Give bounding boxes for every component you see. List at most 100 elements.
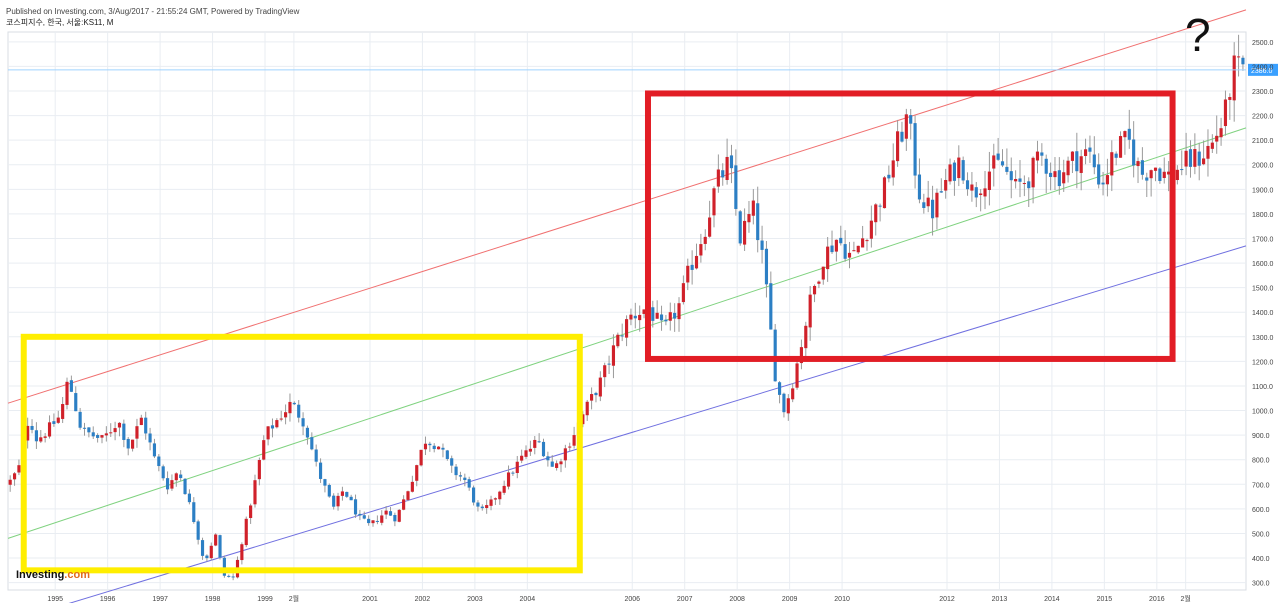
candle-body: [1049, 172, 1053, 177]
candle-body: [624, 319, 629, 338]
candle-body: [1070, 151, 1075, 161]
candle-body: [187, 493, 191, 503]
x-tick-label: 1996: [100, 596, 116, 603]
candle-body: [629, 314, 633, 320]
y-tick-label: 1400.0: [1252, 310, 1274, 317]
candle-body: [773, 329, 777, 382]
candle-body: [39, 437, 43, 442]
candle-body: [284, 412, 288, 418]
candle-body: [922, 202, 926, 208]
candle-body: [550, 461, 554, 467]
candle-body: [249, 505, 253, 518]
symbol-label: 코스피지수, 한국, 서울:KS11, M: [6, 18, 114, 27]
candle-body: [812, 285, 817, 295]
question-mark-annotation: ?: [1185, 9, 1211, 61]
candle-body: [454, 466, 458, 476]
candle-body: [415, 465, 419, 481]
candle-body: [1197, 151, 1201, 166]
candle-body: [157, 456, 161, 467]
candle-body: [91, 432, 95, 437]
candle-body: [694, 255, 699, 269]
candle-body: [1236, 56, 1241, 58]
candle-body: [1097, 164, 1101, 185]
candle-body: [913, 123, 917, 176]
candle-body: [340, 491, 344, 496]
candle-body: [777, 382, 782, 395]
candle-body: [406, 491, 410, 500]
y-tick-label: 400.0: [1252, 556, 1270, 563]
candle-body: [1132, 139, 1136, 166]
candle-body: [34, 430, 38, 442]
candle-body: [358, 513, 362, 516]
last-price-tag: [1248, 63, 1278, 76]
yellow-range-box: [20, 333, 583, 574]
candle-body: [471, 487, 476, 503]
y-tick-label: 1800.0: [1252, 212, 1274, 219]
candle-body: [161, 466, 165, 479]
candle-body: [476, 502, 480, 507]
x-tick-label: 2009: [782, 596, 798, 603]
candle-body: [887, 174, 891, 179]
candle-body: [314, 449, 318, 462]
y-tick-label: 700.0: [1252, 482, 1270, 489]
candle-body: [78, 411, 82, 428]
candle-body: [852, 250, 856, 252]
candle-body: [528, 448, 532, 452]
candle-body: [179, 474, 183, 479]
candle-body: [756, 203, 760, 241]
candle-body: [817, 281, 821, 284]
candle-body: [43, 436, 47, 438]
last-price-label: 2386.0: [1251, 68, 1273, 75]
x-tick-label: 1995: [47, 596, 63, 603]
candle-body: [651, 307, 655, 321]
candle-body: [506, 472, 511, 487]
candle-body: [192, 502, 196, 523]
candle-body: [541, 441, 546, 457]
candle-body: [327, 484, 331, 497]
candle-body: [165, 478, 170, 490]
candle-body: [1184, 150, 1188, 167]
x-tick-label: 1997: [152, 596, 168, 603]
candle-body: [1210, 142, 1214, 149]
candle-body: [423, 443, 428, 450]
candle-body: [445, 450, 449, 459]
candle-body: [804, 325, 808, 349]
candle-body: [502, 485, 506, 493]
candle-body: [332, 495, 336, 507]
candle-body: [673, 312, 677, 319]
candle-body: [1075, 151, 1079, 172]
candle-body: [1031, 157, 1035, 188]
candle-body: [441, 447, 445, 450]
x-tick-label: 2월: [289, 594, 299, 603]
x-tick-label: 2015: [1097, 596, 1113, 603]
candle-body: [681, 283, 685, 303]
candle-body: [686, 265, 690, 283]
candle-body: [633, 315, 637, 319]
candle-body: [861, 238, 865, 248]
candle-body: [568, 446, 572, 448]
candle-body: [708, 217, 712, 237]
candles: [8, 34, 1245, 581]
y-tick-label: 1300.0: [1252, 335, 1274, 342]
candle-body: [699, 244, 703, 256]
red-range-box: [644, 90, 1176, 362]
candle-body: [266, 426, 270, 440]
candle-body: [353, 499, 358, 515]
y-tick-label: 900.0: [1252, 433, 1270, 440]
candle-body: [1009, 171, 1013, 181]
candle-body: [200, 540, 205, 556]
candle-body: [598, 377, 602, 397]
candle-body: [367, 518, 371, 524]
candle-body: [209, 545, 213, 559]
candle-body: [594, 392, 598, 396]
candle-body: [1000, 161, 1005, 166]
candle-body: [1040, 152, 1044, 156]
candle-body: [930, 199, 935, 219]
candle-body: [218, 535, 222, 558]
candle-body: [1153, 167, 1158, 171]
candle-body: [1223, 99, 1228, 127]
y-tick-label: 1500.0: [1252, 286, 1274, 293]
candle-body: [659, 314, 664, 321]
candle-body: [148, 433, 152, 443]
